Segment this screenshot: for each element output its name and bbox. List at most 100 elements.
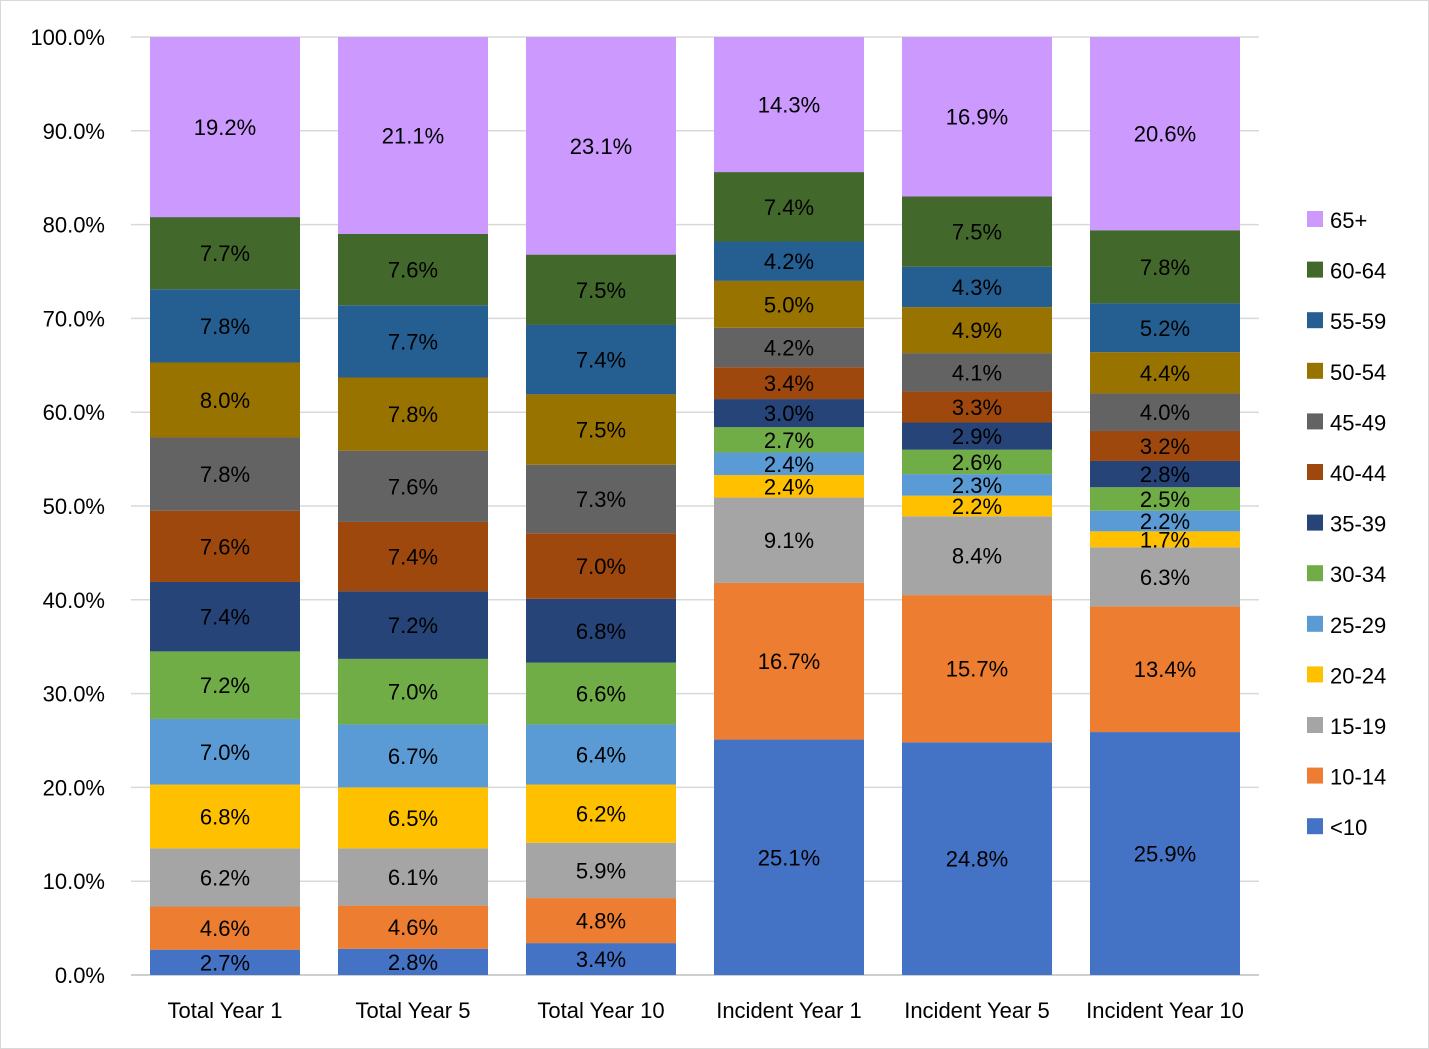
bar-segment (714, 427, 864, 453)
legend-label: 35-39 (1330, 512, 1386, 537)
legend-label: 40-44 (1330, 461, 1386, 486)
data-label: 6.2% (200, 865, 250, 890)
data-label: 6.3% (1140, 565, 1190, 590)
bar-segment (526, 898, 676, 944)
data-label: 14.3% (758, 93, 820, 118)
data-label: 8.0% (200, 388, 250, 413)
bar-segment (526, 533, 676, 599)
y-tick-label: 30.0% (43, 682, 105, 707)
data-label: 4.4% (1140, 361, 1190, 386)
bar-segment (714, 582, 864, 740)
bar-segment (1090, 230, 1240, 304)
data-label: 19.2% (194, 115, 256, 140)
data-label: 5.2% (1140, 316, 1190, 341)
data-label: 2.9% (952, 424, 1002, 449)
data-label: 2.2% (1140, 509, 1190, 534)
data-label: 4.2% (764, 335, 814, 360)
data-label: 4.6% (388, 915, 438, 940)
legend-label: 15-19 (1330, 714, 1386, 739)
legend-label: 25-29 (1330, 613, 1386, 638)
bar-segment (338, 377, 488, 451)
bar-segment (338, 905, 488, 949)
data-label: 2.8% (388, 950, 438, 975)
legend-label: <10 (1330, 815, 1367, 840)
bar-segment (150, 289, 300, 363)
data-labels: 2.7% 4.6% 6.2% 6.8% 7.0% 7.2% 7.4% 7.6% 7.8% 8.0%… (168, 93, 1244, 1023)
data-label: 4.2% (764, 249, 814, 274)
data-label: 2.7% (764, 428, 814, 453)
data-label: 6.4% (576, 743, 626, 768)
data-label: 7.0% (200, 740, 250, 765)
bar-segment (902, 266, 1052, 308)
data-label: 3.4% (764, 371, 814, 396)
bar-segment (526, 662, 676, 725)
data-label: 7.4% (764, 195, 814, 220)
bar-segment (338, 233, 488, 306)
data-label: 2.8% (1140, 462, 1190, 487)
bar-segment (338, 724, 488, 788)
data-label: 2.4% (764, 452, 814, 477)
data-label: 23.1% (570, 134, 632, 159)
bar-segment (1090, 37, 1240, 231)
bar-segment (1090, 393, 1240, 431)
bar-segment (338, 658, 488, 725)
data-label: 7.0% (388, 680, 438, 705)
bar-segment (526, 254, 676, 325)
bar-segment (902, 353, 1052, 392)
data-label: 6.7% (388, 744, 438, 769)
y-tick-label: 0.0% (55, 963, 105, 988)
data-label: 7.6% (200, 534, 250, 559)
data-label: 7.6% (388, 258, 438, 283)
data-label: 7.4% (576, 348, 626, 373)
legend: 65+ 60-64 55-59 50-54 45-49 40-44 35-39 30-34 25… (1307, 208, 1386, 840)
data-label: 15.7% (946, 657, 1008, 682)
data-label: 8.4% (952, 544, 1002, 569)
bar-segment (1090, 510, 1240, 532)
bar-segment (338, 305, 488, 378)
legend-swatch (1307, 818, 1323, 835)
bar-segment (902, 422, 1052, 450)
bar-segment (338, 37, 488, 234)
bar-segment (1090, 430, 1240, 461)
legend-label: 10-14 (1330, 765, 1386, 790)
data-label: 4.3% (952, 275, 1002, 300)
gridlines (131, 36, 1259, 976)
data-label: 4.0% (1140, 400, 1190, 425)
data-label: 7.2% (200, 673, 250, 698)
bar-segment (150, 949, 300, 975)
y-tick-label: 80.0% (43, 213, 105, 238)
legend-label: 45-49 (1330, 410, 1386, 435)
data-label: 20.6% (1134, 122, 1196, 147)
legend-swatch (1307, 717, 1323, 733)
bars (150, 37, 1240, 975)
legend-swatch (1307, 615, 1323, 632)
bar-segment (1090, 531, 1240, 548)
data-label: 7.6% (388, 474, 438, 499)
y-tick-label: 10.0% (43, 869, 105, 894)
data-label: 7.3% (576, 487, 626, 512)
bar-segment (714, 367, 864, 400)
bar-segment (338, 521, 488, 592)
bar-segment (1090, 732, 1240, 975)
bar-segment (714, 172, 864, 242)
legend-swatch (1307, 362, 1323, 379)
bar-segment (150, 362, 300, 438)
data-label: 4.9% (952, 318, 1002, 343)
data-label: 4.6% (200, 916, 250, 941)
bar-segment (526, 37, 676, 255)
bar-segment (150, 37, 300, 218)
y-tick-label: 70.0% (43, 306, 105, 331)
bar-segment (338, 948, 488, 975)
bar-segment (902, 391, 1052, 423)
data-label: 7.8% (200, 314, 250, 339)
data-label: 6.5% (388, 806, 438, 831)
bar-segment (902, 516, 1052, 596)
data-label: 7.8% (1140, 255, 1190, 280)
bar-segment (902, 307, 1052, 354)
bar-segment (714, 452, 864, 476)
bar-segment (150, 906, 300, 950)
data-label: 4.8% (576, 909, 626, 934)
data-label: 2.4% (764, 474, 814, 499)
bar-segment (1090, 487, 1240, 511)
x-tick-label: Total Year 1 (168, 998, 283, 1023)
